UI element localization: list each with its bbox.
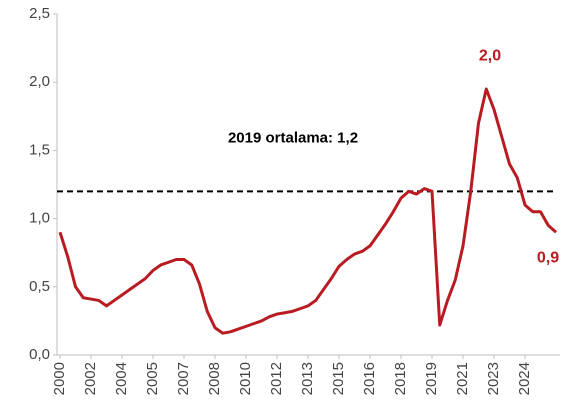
y-tick-label: 2,0: [29, 73, 50, 90]
x-tick-label: 2021: [454, 362, 471, 395]
x-tick-label: 2023: [485, 362, 502, 395]
x-tick-label: 2016: [361, 362, 378, 395]
x-tick-label: 2004: [113, 362, 130, 395]
annotation: 0,9: [537, 249, 559, 266]
y-tick-label: 2,5: [29, 5, 50, 22]
annotation: 2,0: [479, 47, 501, 64]
y-tick-label: 1,0: [29, 210, 50, 227]
x-tick-label: 2002: [82, 362, 99, 395]
x-tick-label: 2005: [144, 362, 161, 395]
x-tick-label: 2019: [423, 362, 440, 395]
x-tick-label: 2015: [330, 362, 347, 395]
y-tick-label: 0,0: [29, 346, 50, 363]
x-tick-label: 2024: [516, 362, 533, 395]
data-line: [58, 87, 557, 335]
x-tick-label: 2000: [51, 362, 68, 395]
y-tick-label: 0,5: [29, 278, 50, 295]
x-tick-label: 2008: [206, 362, 223, 395]
x-tick-label: 2007: [175, 362, 192, 395]
x-tick-label: 2010: [237, 362, 254, 395]
reference-label: 2019 ortalama: 1,2: [228, 129, 358, 146]
x-tick-label: 2013: [299, 362, 316, 395]
y-tick-label: 1,5: [29, 141, 50, 158]
x-tick-label: 2012: [268, 362, 285, 395]
x-tick-label: 2018: [392, 362, 409, 395]
